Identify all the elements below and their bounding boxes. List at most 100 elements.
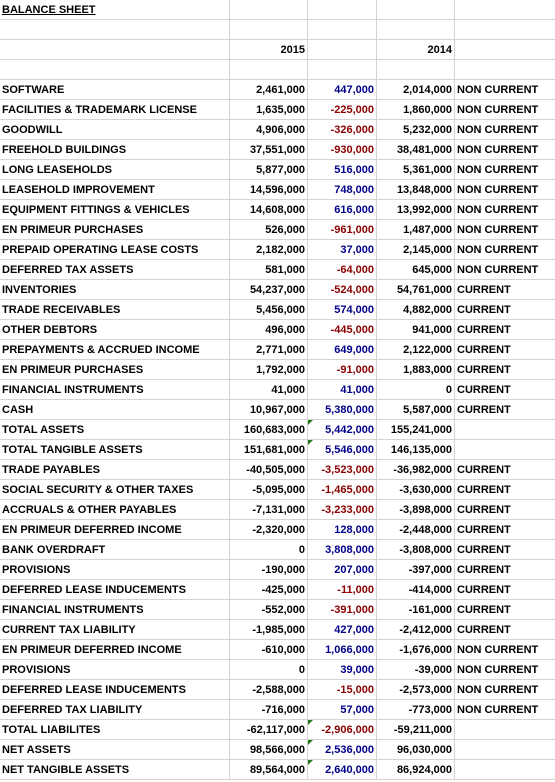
value-2015-cell[interactable]: 151,681,000 [230, 440, 308, 459]
row-label-cell[interactable]: FINANCIAL INSTRUMENTS [0, 380, 230, 399]
value-2015-cell[interactable]: -716,000 [230, 700, 308, 719]
value-2014-cell[interactable]: -773,000 [377, 700, 455, 719]
value-2014-cell[interactable]: 38,481,000 [377, 140, 455, 159]
classification-cell[interactable]: CURRENT [457, 343, 511, 356]
value-2014-cell[interactable]: 1,860,000 [377, 100, 455, 119]
value-2014-cell[interactable]: -36,982,000 [377, 460, 455, 479]
value-2014-cell[interactable]: 1,883,000 [377, 360, 455, 379]
empty-cell[interactable] [230, 20, 308, 39]
row-label-cell[interactable]: DEFERRED TAX LIABILITY [0, 700, 230, 719]
value-2014-cell[interactable]: 2,122,000 [377, 340, 455, 359]
empty-cell[interactable] [230, 0, 308, 19]
value-2015-cell[interactable]: 5,877,000 [230, 160, 308, 179]
empty-cell[interactable] [377, 60, 455, 79]
value-2015-cell[interactable]: 0 [230, 660, 308, 679]
value-2014-cell[interactable]: 13,992,000 [377, 200, 455, 219]
change-cell[interactable]: 41,000 [308, 380, 377, 399]
value-2014-cell[interactable]: -2,412,000 [377, 620, 455, 639]
empty-cell[interactable] [455, 20, 555, 39]
row-label-cell[interactable]: PROVISIONS [0, 660, 230, 679]
value-2015-cell[interactable]: -1,985,000 [230, 620, 308, 639]
empty-cell[interactable] [230, 60, 308, 79]
empty-cell[interactable] [0, 40, 230, 59]
empty-cell[interactable] [0, 20, 230, 39]
value-2015-cell[interactable]: -2,320,000 [230, 520, 308, 539]
row-label-cell[interactable]: CASH [0, 400, 230, 419]
classification-cell[interactable]: CURRENT [457, 483, 511, 496]
change-cell[interactable]: 5,442,000 [308, 420, 377, 439]
value-2014-cell[interactable]: -2,573,000 [377, 680, 455, 699]
change-cell[interactable]: 3,808,000 [308, 540, 377, 559]
classification-cell[interactable]: NON CURRENT [457, 703, 539, 716]
empty-cell[interactable] [455, 40, 555, 59]
empty-cell[interactable] [308, 60, 377, 79]
change-cell[interactable]: -961,000 [308, 220, 377, 239]
row-label-cell[interactable]: EN PRIMEUR PURCHASES [0, 360, 230, 379]
row-label-cell[interactable]: PREPAYMENTS & ACCRUED INCOME [0, 340, 230, 359]
change-cell[interactable]: 616,000 [308, 200, 377, 219]
row-label-cell[interactable]: EN PRIMEUR DEFERRED INCOME [0, 520, 230, 539]
value-2014-cell[interactable]: -1,676,000 [377, 640, 455, 659]
classification-cell[interactable]: NON CURRENT [457, 683, 539, 696]
value-2015-cell[interactable]: 160,683,000 [230, 420, 308, 439]
change-cell[interactable]: 39,000 [308, 660, 377, 679]
sheet-title-cell[interactable]: BALANCE SHEET [0, 0, 230, 19]
classification-cell[interactable] [455, 440, 555, 459]
row-label-cell[interactable]: TOTAL TANGIBLE ASSETS [0, 440, 230, 459]
change-cell[interactable]: 2,640,000 [308, 760, 377, 779]
change-cell[interactable]: 128,000 [308, 520, 377, 539]
classification-cell[interactable]: CURRENT [457, 363, 511, 376]
change-cell[interactable]: 57,000 [308, 700, 377, 719]
row-label-cell[interactable]: OTHER DEBTORS [0, 320, 230, 339]
row-label-cell[interactable]: LONG LEASEHOLDS [0, 160, 230, 179]
value-2014-cell[interactable]: 54,761,000 [377, 280, 455, 299]
classification-cell[interactable]: CURRENT [457, 523, 511, 536]
value-2014-cell[interactable]: -414,000 [377, 580, 455, 599]
change-cell[interactable]: -91,000 [308, 360, 377, 379]
row-label-cell[interactable]: FINANCIAL INSTRUMENTS [0, 600, 230, 619]
change-cell[interactable]: -11,000 [308, 580, 377, 599]
value-2015-cell[interactable]: 2,182,000 [230, 240, 308, 259]
empty-cell[interactable] [455, 0, 555, 19]
value-2014-cell[interactable]: 2,145,000 [377, 240, 455, 259]
value-2014-cell[interactable]: 1,487,000 [377, 220, 455, 239]
row-label-cell[interactable]: TOTAL ASSETS [0, 420, 230, 439]
row-label-cell[interactable]: FACILITIES & TRADEMARK LICENSE [0, 100, 230, 119]
classification-cell[interactable]: CURRENT [457, 303, 511, 316]
change-cell[interactable]: 516,000 [308, 160, 377, 179]
change-cell[interactable]: -225,000 [308, 100, 377, 119]
empty-cell[interactable] [308, 20, 377, 39]
row-label-cell[interactable]: EQUIPMENT FITTINGS & VEHICLES [0, 200, 230, 219]
row-label-cell[interactable]: PREPAID OPERATING LEASE COSTS [0, 240, 230, 259]
classification-cell[interactable]: CURRENT [457, 463, 511, 476]
value-2014-cell[interactable]: -3,630,000 [377, 480, 455, 499]
value-2014-cell[interactable]: -3,808,000 [377, 540, 455, 559]
row-label-cell[interactable]: INVENTORIES [0, 280, 230, 299]
value-2015-cell[interactable]: -610,000 [230, 640, 308, 659]
classification-cell[interactable] [455, 720, 555, 739]
value-2015-cell[interactable]: -552,000 [230, 600, 308, 619]
change-cell[interactable]: 748,000 [308, 180, 377, 199]
empty-cell[interactable] [377, 20, 455, 39]
classification-cell[interactable]: CURRENT [457, 543, 511, 556]
change-cell[interactable]: 5,380,000 [308, 400, 377, 419]
classification-cell[interactable] [455, 420, 555, 439]
change-cell[interactable]: 1,066,000 [308, 640, 377, 659]
value-2015-cell[interactable]: 5,456,000 [230, 300, 308, 319]
change-cell[interactable]: 574,000 [308, 300, 377, 319]
change-cell[interactable]: -2,906,000 [308, 720, 377, 739]
value-2015-cell[interactable]: 1,635,000 [230, 100, 308, 119]
value-2015-cell[interactable]: 1,792,000 [230, 360, 308, 379]
row-label-cell[interactable]: ACCRUALS & OTHER PAYABLES [0, 500, 230, 519]
value-2015-cell[interactable]: 2,461,000 [230, 80, 308, 99]
classification-cell[interactable]: NON CURRENT [457, 243, 539, 256]
row-label-cell[interactable]: DEFERRED LEASE INDUCEMENTS [0, 580, 230, 599]
row-label-cell[interactable]: DEFERRED TAX ASSETS [0, 260, 230, 279]
value-2015-cell[interactable]: 496,000 [230, 320, 308, 339]
change-cell[interactable]: -1,465,000 [308, 480, 377, 499]
change-cell[interactable]: 427,000 [308, 620, 377, 639]
classification-cell[interactable]: CURRENT [457, 383, 511, 396]
value-2014-cell[interactable]: 645,000 [377, 260, 455, 279]
value-2014-cell[interactable]: 5,587,000 [377, 400, 455, 419]
classification-cell[interactable]: CURRENT [457, 583, 511, 596]
